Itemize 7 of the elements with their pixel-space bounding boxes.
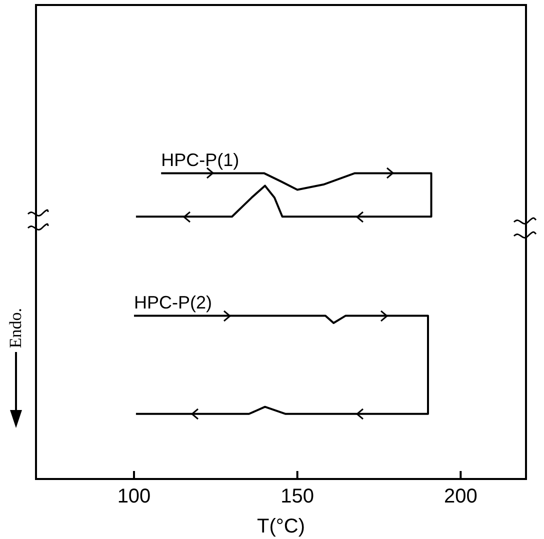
x-tick-label: 150 <box>280 486 314 508</box>
series-label: HPC-P(1) <box>161 150 240 170</box>
x-tick-label: 100 <box>117 486 151 508</box>
x-axis-title: T(°C) <box>257 516 305 538</box>
series-label: HPC-P(2) <box>134 292 212 313</box>
y-axis-title: Endo. <box>6 306 26 350</box>
x-tick-label: 200 <box>444 486 478 508</box>
